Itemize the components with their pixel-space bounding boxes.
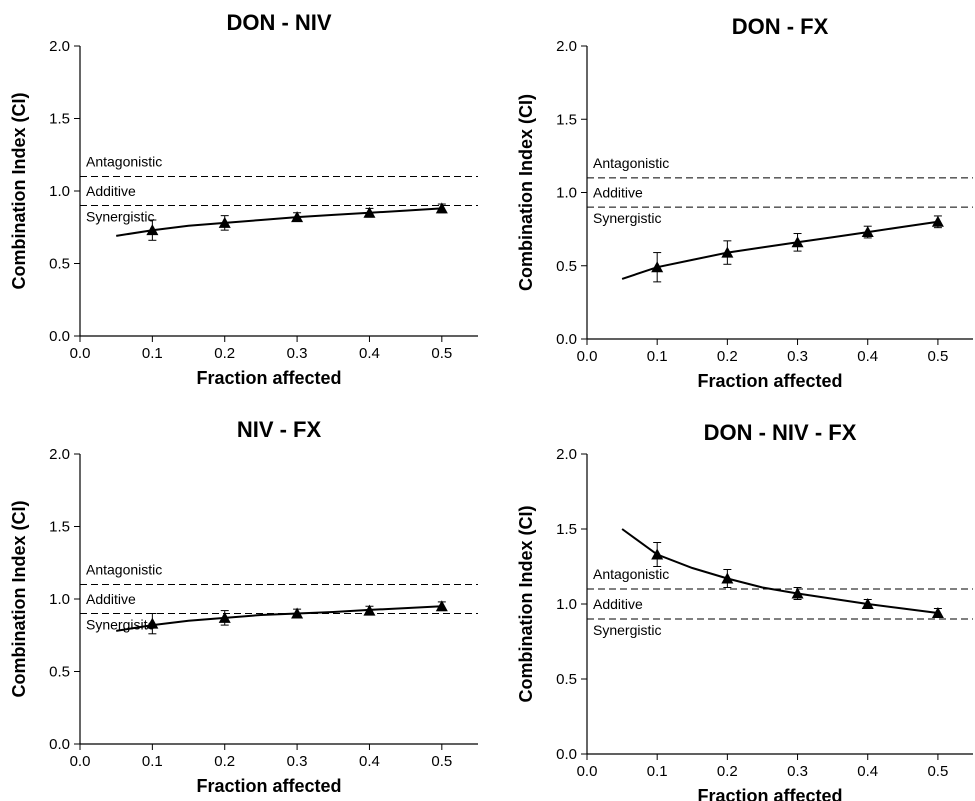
x-tick-label: 0.0 [577,348,598,365]
x-tick-label: 0.5 [431,753,452,770]
y-axis-label: Combination Index (CI) [516,94,536,291]
x-tick-label: 0.5 [431,345,452,362]
chart-title: DON - NIV - FX [704,420,857,445]
x-tick-label: 0.0 [577,763,598,780]
data-point-triangle [931,215,944,227]
data-point-triangle [363,206,376,218]
x-tick-label: 0.4 [359,753,380,770]
y-tick-label: 0.0 [556,746,577,763]
synergistic-label: Synergistic [593,210,661,226]
y-axis-label: Combination Index (CI) [9,501,29,698]
y-tick-label: 0.5 [49,664,70,681]
data-point-triangle [931,607,944,618]
data-point-triangle [651,548,664,560]
chart-title: NIV - FX [237,417,322,442]
data-point-triangle [218,216,231,228]
fit-curve [116,207,442,237]
chart-panel-niv-fx: NIV - FX 0.0 0.1 0.2 0.3 0.4 0.5 0.0 0.5 1.0 1.5 2.… [9,417,478,796]
x-tick-label: 0.1 [647,348,668,365]
y-tick-label: 2.0 [556,446,577,463]
y-tick-label: 0.5 [556,258,577,275]
chart-title: DON - NIV [226,10,331,35]
data-point-triangle [435,202,448,214]
fit-curve [621,528,939,614]
data-point-triangle [291,211,304,223]
data-point-triangle [363,604,376,616]
y-tick-label: 1.5 [49,519,70,536]
data-point-triangle [721,572,734,584]
y-tick-label: 2.0 [49,38,70,55]
additive-label: Additive [593,596,643,612]
y-tick-label: 1.5 [556,521,577,538]
x-axis-label: Fraction affected [697,371,842,391]
x-tick-label: 0.1 [142,753,163,770]
data-point-triangle [721,246,734,258]
chart-panel-don-niv-fx: DON - NIV - FX 0.0 0.1 0.2 0.3 0.4 0.5 0.0 0.5 1.… [516,420,973,801]
x-tick-label: 0.3 [787,348,808,365]
additive-label: Additive [86,591,136,607]
x-tick-label: 0.5 [927,348,948,365]
additive-label: Additive [86,183,136,199]
y-tick-label: 2.0 [49,446,70,463]
y-tick-label: 1.0 [49,183,70,200]
data-point-triangle [651,261,664,273]
antagonistic-label: Antagonistic [86,562,162,578]
x-tick-label: 0.3 [287,345,308,362]
y-axis-label: Combination Index (CI) [9,93,29,290]
data-point-triangle [146,617,159,629]
y-tick-label: 1.0 [556,596,577,613]
x-tick-label: 0.3 [787,763,808,780]
additive-label: Additive [593,185,643,201]
x-tick-label: 0.2 [717,763,738,780]
chart-panel-don-niv: DON - NIV 0.0 0.1 0.2 0.3 0.4 0.5 0.0 0.5 1.0 1.5 2… [9,10,478,388]
data-point-triangle [791,587,804,599]
y-tick-label: 0.5 [49,256,70,273]
chart-panel-don-fx: DON - FX 0.0 0.1 0.2 0.3 0.4 0.5 0.0 0.5 1.0 1.5 2.… [516,14,973,391]
y-tick-label: 1.5 [556,111,577,128]
antagonistic-label: Antagonistic [86,154,162,170]
antagonistic-label: Antagonistic [593,566,669,582]
x-tick-label: 0.4 [359,345,380,362]
synergistic-label: Synergistic [86,209,154,225]
antagonistic-label: Antagonistic [593,155,669,171]
fit-curve [116,605,442,632]
y-tick-label: 0.0 [556,331,577,348]
x-tick-label: 0.2 [214,753,235,770]
synergistic-label: Synergistic [593,622,661,638]
x-axis-label: Fraction affected [196,776,341,796]
y-tick-label: 2.0 [556,38,577,55]
y-tick-label: 0.0 [49,736,70,753]
fit-curve [621,220,939,280]
y-tick-label: 1.0 [556,185,577,202]
data-point-triangle [791,236,804,248]
data-point-triangle [861,598,874,609]
x-tick-label: 0.2 [717,348,738,365]
x-tick-label: 0.2 [214,345,235,362]
x-axis-label: Fraction affected [196,368,341,388]
x-tick-label: 0.1 [142,345,163,362]
x-tick-label: 0.3 [287,753,308,770]
y-tick-label: 0.5 [556,671,577,688]
x-tick-label: 0.0 [70,345,91,362]
y-tick-label: 1.0 [49,591,70,608]
y-axis-label: Combination Index (CI) [516,506,536,703]
data-point-triangle [861,226,874,238]
y-tick-label: 0.0 [49,328,70,345]
data-point-triangle [435,600,448,612]
x-tick-label: 0.1 [647,763,668,780]
x-tick-label: 0.0 [70,753,91,770]
x-tick-label: 0.4 [857,348,878,365]
chart-title: DON - FX [732,14,829,39]
data-point-triangle [218,611,231,623]
x-tick-label: 0.4 [857,763,878,780]
x-axis-label: Fraction affected [697,786,842,801]
data-point-triangle [291,607,304,619]
data-point-triangle [146,224,159,236]
x-tick-label: 0.5 [927,763,948,780]
y-tick-label: 1.5 [49,111,70,128]
